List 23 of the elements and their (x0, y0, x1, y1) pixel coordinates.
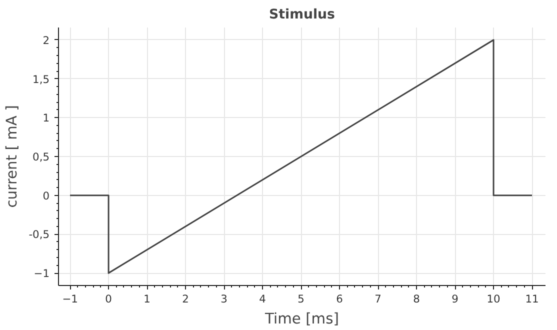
x-tick-label: 0 (105, 292, 112, 306)
y-tick-label: −1 (34, 267, 50, 280)
y-tick-label: 0,5 (32, 150, 50, 164)
x-tick-label: 8 (413, 292, 420, 306)
x-tick-label: 4 (259, 292, 266, 306)
y-axis-title: current [ mA ] (4, 105, 21, 208)
x-tick-label: 3 (220, 292, 228, 306)
y-tick-label: 0 (42, 189, 50, 202)
x-tick-label: 2 (182, 292, 189, 306)
x-tick-label: 6 (336, 292, 344, 306)
x-axis-title: Time [ms] (264, 310, 339, 328)
chart-title: Stimulus (269, 8, 336, 22)
x-tick-label: 10 (486, 292, 501, 306)
y-tick-label: 1,5 (32, 72, 50, 86)
x-tick-label: 7 (374, 292, 382, 306)
x-tick-label: 1 (144, 292, 150, 306)
x-tick-label: −1 (62, 292, 78, 306)
x-tick-label: 11 (525, 292, 539, 306)
y-tick-label: 2 (42, 34, 50, 47)
x-tick-label: 9 (452, 292, 459, 306)
x-tick-label: 5 (298, 292, 304, 306)
y-tick-label: 1 (42, 112, 50, 125)
y-tick-label: -0,5 (28, 228, 50, 242)
